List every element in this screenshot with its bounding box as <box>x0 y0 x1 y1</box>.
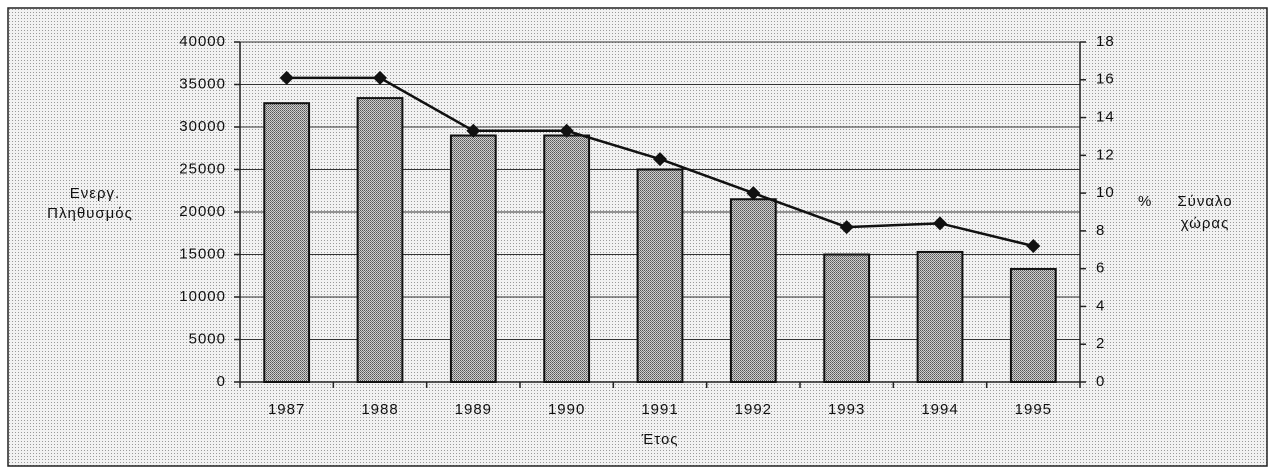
y-tick-label: 30000 <box>179 118 226 135</box>
y2-tick-label: 2 <box>1096 335 1105 352</box>
y2-tick-label: 12 <box>1096 146 1115 163</box>
bar <box>1009 267 1057 384</box>
bar <box>356 97 404 383</box>
line-marker <box>933 216 947 231</box>
y2-axis-label: % <box>1138 193 1152 210</box>
y2-tick-label: 14 <box>1096 109 1115 126</box>
y2-tick-label: 16 <box>1096 71 1115 88</box>
bar <box>636 168 684 383</box>
line-marker <box>559 123 574 138</box>
y-tick-label: 35000 <box>179 75 226 92</box>
y-tick-label: 15000 <box>179 245 226 262</box>
line-marker <box>373 70 387 85</box>
x-tick-label: 1994 <box>921 401 958 418</box>
line-marker <box>653 152 667 167</box>
bar <box>263 102 311 383</box>
y-tick-label: 40000 <box>179 33 226 50</box>
bar <box>916 250 964 383</box>
x-axis-label: Έτος <box>640 431 678 448</box>
y2-tick-label: 0 <box>1096 373 1105 390</box>
bar <box>729 198 777 383</box>
y-tick-label: 5000 <box>189 330 226 347</box>
y-axis-label: Πληθυσμός <box>47 205 133 222</box>
y2-axis-label: χώρας <box>1181 215 1230 232</box>
y2-tick-label: 10 <box>1096 184 1115 201</box>
x-tick-label: 1992 <box>735 401 772 418</box>
line-marker <box>279 70 294 85</box>
y2-tick-label: 8 <box>1096 222 1105 239</box>
x-tick-label: 1993 <box>828 401 865 418</box>
x-tick-label: 1989 <box>455 401 492 418</box>
y-tick-label: 0 <box>217 373 226 390</box>
bar <box>823 253 871 383</box>
bar <box>543 134 591 383</box>
y2-tick-label: 6 <box>1096 260 1105 277</box>
x-tick-label: 1991 <box>641 401 678 418</box>
y-tick-label: 20000 <box>179 203 226 220</box>
line-marker <box>839 220 854 235</box>
y2-tick-label: 18 <box>1096 33 1115 50</box>
y2-axis-label: Σύναλο <box>1177 193 1232 210</box>
y-tick-label: 25000 <box>179 160 226 177</box>
y-tick-label: 10000 <box>179 288 226 305</box>
line-marker <box>746 186 761 201</box>
y2-tick-label: 4 <box>1096 297 1105 314</box>
x-tick-label: 1995 <box>1015 401 1052 418</box>
line-marker <box>1026 239 1041 253</box>
x-tick-label: 1988 <box>361 401 398 418</box>
line-marker <box>466 123 481 138</box>
bar <box>449 134 497 383</box>
y-axis-label: Ενεργ. <box>70 185 120 202</box>
x-tick-label: 1990 <box>548 401 585 418</box>
x-tick-label: 1987 <box>268 401 305 418</box>
